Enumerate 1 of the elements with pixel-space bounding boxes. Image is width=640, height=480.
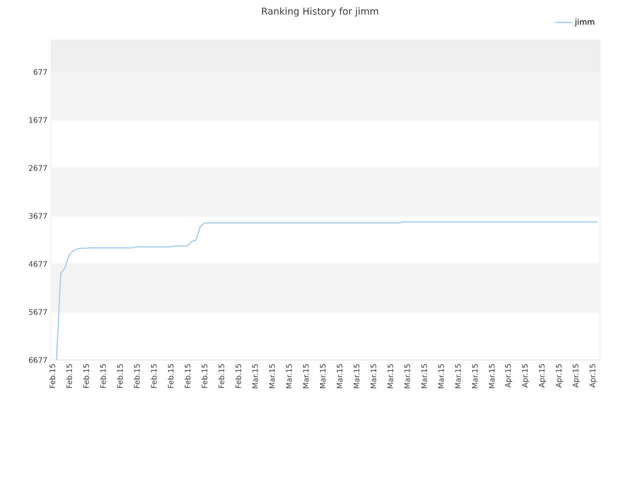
chart-title: Ranking History for jimm bbox=[262, 7, 378, 17]
